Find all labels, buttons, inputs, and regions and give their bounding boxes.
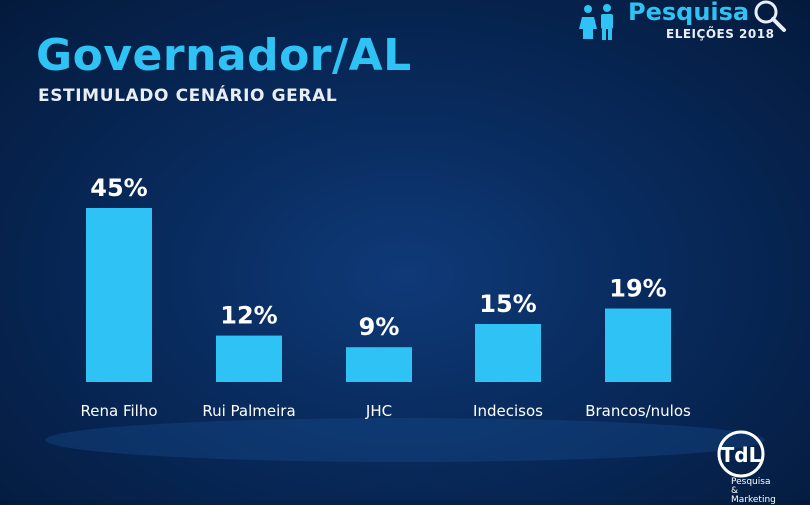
people-icon — [579, 4, 613, 40]
bar-1 — [216, 335, 282, 382]
logo-mark-text: TdL — [721, 443, 762, 467]
tdl-logo-mark: TdL — [717, 430, 765, 478]
data-label-1: 12% — [220, 302, 277, 330]
bar-4 — [605, 308, 671, 382]
bar-0 — [86, 208, 152, 382]
tdl-logo: TdL Pesquisa & Marketing — [713, 428, 779, 505]
floor-glow — [45, 418, 765, 462]
category-label-0: Rena Filho — [81, 402, 158, 420]
data-label-2: 9% — [359, 313, 400, 341]
data-label-0: 45% — [90, 174, 147, 202]
page-title: Governador/AL — [36, 30, 412, 81]
brand-name: Pesquisa — [628, 0, 750, 26]
category-label-2: JHC — [365, 402, 392, 420]
brand-subtitle: ELEIÇÕES 2018 — [666, 27, 775, 41]
bar-2 — [346, 347, 412, 382]
category-label-1: Rui Palmeira — [202, 402, 295, 420]
data-label-3: 15% — [479, 290, 536, 318]
bar-3 — [475, 324, 541, 382]
data-label-4: 19% — [609, 275, 666, 303]
logo-tagline: Pesquisa & Marketing — [731, 477, 776, 505]
category-label-3: Indecisos — [473, 402, 543, 420]
category-label-4: Brancos/nulos — [585, 402, 691, 420]
page-subtitle: ESTIMULADO CENÁRIO GERAL — [38, 86, 338, 106]
brand-badge: Pesquisa ELEIÇÕES 2018 — [578, 0, 800, 50]
magnifier-icon — [754, 0, 786, 32]
